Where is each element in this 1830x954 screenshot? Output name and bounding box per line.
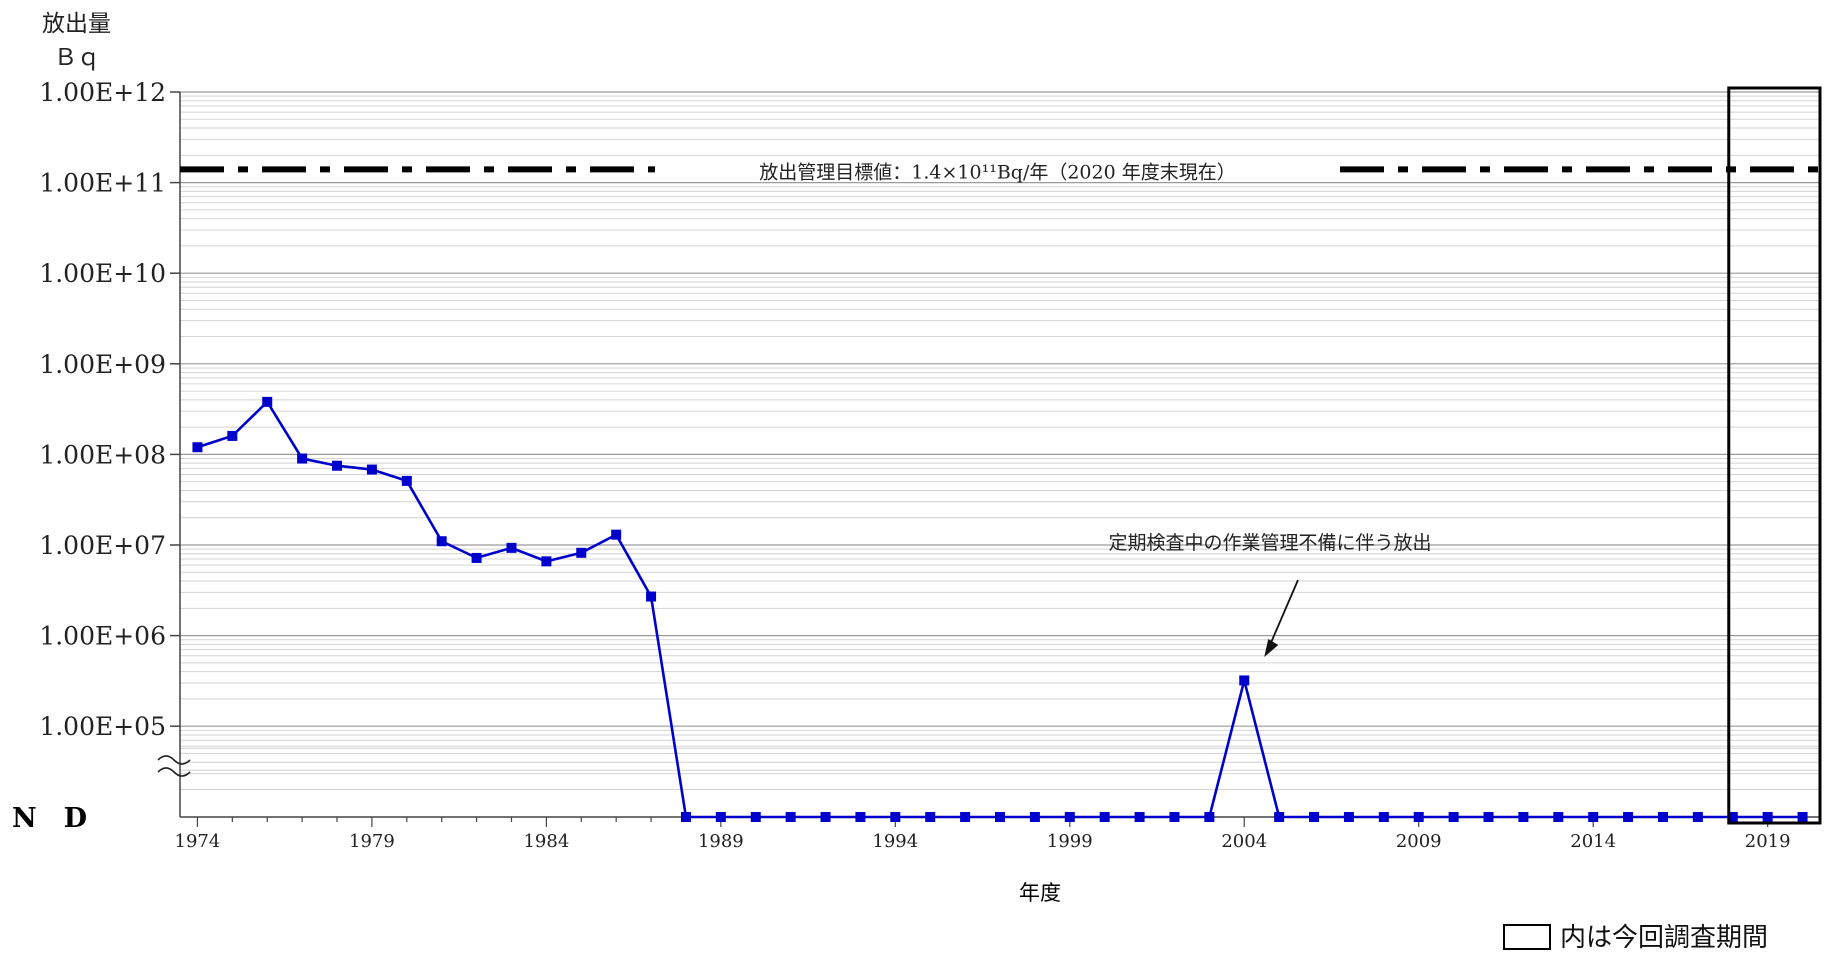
- data-point: [1518, 812, 1529, 822]
- y-axis-title-line2: Ｂｑ: [54, 45, 100, 71]
- y-tick-label: 1.00E+08: [39, 440, 166, 469]
- data-point: [1309, 812, 1320, 822]
- data-point: [646, 591, 657, 602]
- y-tick-label: 1.00E+11: [39, 169, 166, 198]
- data-point: [1623, 812, 1634, 822]
- annotation-arrow-line: [1267, 579, 1299, 650]
- data-point: [471, 552, 482, 563]
- x-tick-label: 2019: [1745, 831, 1791, 852]
- annotation-group: 定期検査中の作業管理不備に伴う放出: [1108, 532, 1432, 657]
- data-point: [1553, 812, 1564, 822]
- data-point: [680, 812, 691, 822]
- annotation-arrow-head: [1264, 639, 1279, 657]
- x-tick-label: 1999: [1047, 831, 1093, 852]
- highlight-box-group: 内は今回調査期間: [1503, 86, 1822, 953]
- data-point: [1378, 812, 1389, 822]
- data-point: [1239, 675, 1250, 686]
- data-point: [1448, 812, 1459, 822]
- data-point: [401, 475, 412, 486]
- data-point: [1064, 812, 1075, 822]
- data-point: [332, 460, 343, 471]
- data-point: [541, 556, 552, 567]
- data-point: [995, 812, 1005, 822]
- target-line-label: 放出管理目標値：1.4×10¹¹Bq/年（2020 年度末現在）: [759, 161, 1235, 183]
- data-point: [192, 442, 203, 453]
- axis-break-mark: [157, 767, 191, 777]
- y-axis-title: 放出量 Ｂｑ: [42, 4, 111, 72]
- axis-break-mark: [157, 755, 191, 765]
- nd-label: N D: [12, 803, 87, 834]
- data-point: [506, 542, 517, 553]
- data-point: [1099, 812, 1110, 822]
- data-point: [1797, 812, 1808, 822]
- x-tick-label: 1994: [872, 831, 918, 852]
- data-point: [855, 812, 866, 822]
- data-point: [366, 464, 377, 475]
- data-point: [1274, 812, 1285, 822]
- data-point: [1134, 812, 1145, 822]
- x-tick-label: 2009: [1396, 831, 1442, 852]
- series-line: [197, 399, 1803, 819]
- highlight-box: [1727, 86, 1822, 825]
- y-tick-label: 1.00E+07: [39, 531, 166, 560]
- data-point: [227, 430, 238, 441]
- y-tick-label: 1.00E+09: [39, 350, 166, 379]
- target-line-group: 放出管理目標値：1.4×10¹¹Bq/年（2020 年度末現在）: [180, 161, 1820, 183]
- data-point: [436, 536, 447, 547]
- x-tick-label: 1984: [523, 831, 569, 852]
- data-point: [1343, 812, 1354, 822]
- annotation-text: 定期検査中の作業管理不備に伴う放出: [1108, 532, 1431, 554]
- y-tick-label: 1.00E+05: [39, 712, 166, 741]
- data-point: [750, 812, 761, 822]
- x-tick-labels: 1974 1979 1984 1989 1994 1999 2004 2009 2014 2019: [175, 831, 1791, 852]
- y-tick-label: 1.00E+10: [39, 259, 166, 288]
- data-point: [1588, 812, 1599, 822]
- y-tick-label: 1.00E+12: [39, 78, 166, 107]
- data-point: [1657, 812, 1668, 822]
- x-tick-label: 1979: [349, 831, 395, 852]
- data-point: [960, 812, 971, 822]
- data-point: [1204, 812, 1215, 822]
- data-point: [297, 453, 308, 464]
- data-point: [1762, 812, 1773, 822]
- data-point: [262, 396, 273, 407]
- x-tick-label: 2014: [1570, 831, 1616, 852]
- y-axis-title-line1: 放出量: [42, 11, 111, 37]
- x-tick-label: 1989: [698, 831, 744, 852]
- series-group: [192, 396, 1808, 822]
- data-point: [1413, 812, 1424, 822]
- y-tick-label: 1.00E+06: [39, 622, 166, 651]
- data-point: [890, 812, 901, 822]
- data-point: [715, 812, 726, 822]
- legend-box-text: 内は今回調査期間: [1560, 923, 1768, 953]
- legend-box-swatch: [1503, 924, 1551, 950]
- data-point: [576, 547, 587, 558]
- data-point: [1029, 812, 1040, 822]
- y-tick-labels: 1.00E+12 1.00E+11 1.00E+10 1.00E+09 1.00E+08…: [39, 78, 166, 741]
- x-tick-label: 2004: [1221, 831, 1267, 852]
- x-axis-title: 年度: [1019, 881, 1061, 905]
- data-point: [820, 812, 831, 822]
- data-point: [611, 529, 622, 540]
- data-point: [1727, 812, 1738, 822]
- x-tick-label: 1974: [175, 831, 221, 852]
- grid: [180, 91, 1820, 791]
- data-point: [785, 812, 796, 822]
- data-point: [1483, 812, 1494, 822]
- data-point: [1169, 812, 1180, 822]
- data-point: [925, 812, 936, 822]
- data-point: [1692, 812, 1703, 822]
